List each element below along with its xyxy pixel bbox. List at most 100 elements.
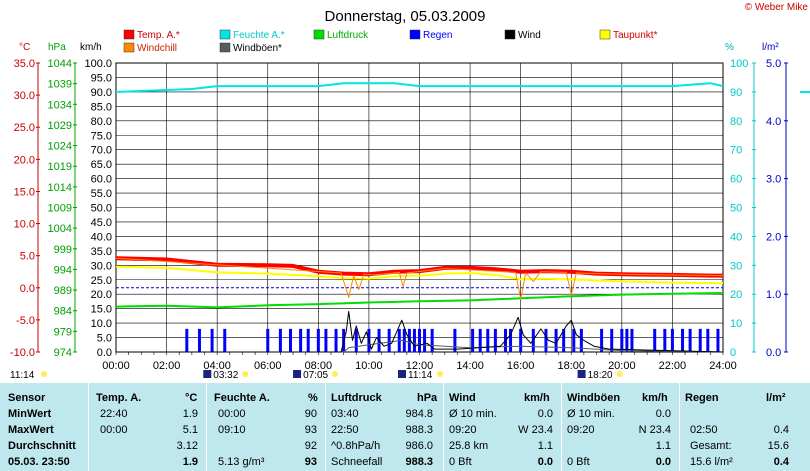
stats-cell-rain-t: 02:50 xyxy=(690,424,718,436)
y-tick-label-rain: 3.0 xyxy=(766,174,781,186)
marker-icon xyxy=(577,370,586,378)
legend-label: Temp. A.* xyxy=(137,30,180,41)
rain-bar xyxy=(698,328,702,352)
y-tick-label-pressure: 999 xyxy=(54,244,72,256)
rain-bar xyxy=(471,328,475,352)
y-tick-label-rain: 1.0 xyxy=(766,289,781,301)
y-tick-label-rain: 2.0 xyxy=(766,231,781,243)
stats-cell-temp-v: 1.9 xyxy=(182,408,198,420)
y-tick-label-wind: 45.0 xyxy=(91,217,112,229)
x-tick-label: 24:00 xyxy=(709,360,737,372)
y-tick-label-temp: 5.0 xyxy=(20,251,35,263)
stats-header-rain-unit: l/m² xyxy=(766,392,786,404)
y-tick-label-pressure: 1039 xyxy=(48,79,72,91)
rain-bar xyxy=(289,328,293,352)
legend-label: Wind xyxy=(518,30,541,41)
rain-bar xyxy=(519,328,523,352)
stats-cell-hum-t: 09:10 xyxy=(218,424,246,436)
stats-cell-hum-v: 93 xyxy=(304,424,317,436)
rain-bar xyxy=(681,328,685,352)
y-tick-label-wind: 85.0 xyxy=(91,101,112,113)
series-line xyxy=(115,82,724,93)
y-tick-label-humidity: 30 xyxy=(730,260,742,272)
legend-swatch xyxy=(409,29,421,40)
legend-label: Taupunkt* xyxy=(613,30,658,41)
rain-bar xyxy=(572,328,576,352)
y-tick-label-humidity: 10 xyxy=(730,318,742,330)
stats-cell-gust-t: Ø 10 min. xyxy=(567,408,615,420)
stats-cell-wind-v: 0.0 xyxy=(537,456,553,468)
legend-swatch xyxy=(219,42,231,53)
rain-bar xyxy=(334,328,338,352)
marker-label: 18:20 xyxy=(588,370,613,381)
stats-panel: Sensor Temp. A. °C Feuchte A. % Luftdruc… xyxy=(0,383,810,471)
y-tick-label-humidity: 0 xyxy=(730,347,736,359)
marker-label: 11:14 xyxy=(10,370,35,381)
stats-cell-press-t: ^0.8hPa/h xyxy=(331,440,381,452)
rain-bar xyxy=(706,328,710,352)
rain-bar xyxy=(625,328,629,352)
x-tick-label: 10:00 xyxy=(355,360,383,372)
y-tick-label-humidity: 90 xyxy=(730,87,742,99)
stats-cell-gust-v: 0.0 xyxy=(655,456,671,468)
rain-bar xyxy=(402,328,406,352)
y-tick-label-humidity: 80 xyxy=(730,116,742,128)
y-tick-label-pressure: 1019 xyxy=(48,161,72,173)
y-tick-label-wind: 5.0 xyxy=(97,333,112,345)
rain-bar xyxy=(316,328,320,352)
axis-unit-wind: km/h xyxy=(80,42,102,53)
legend-swatch xyxy=(219,29,231,40)
stats-cell-hum-t: 5.13 g/m³ xyxy=(218,456,265,468)
y-tick-label-wind: 25.0 xyxy=(91,275,112,287)
y-tick-label-humidity: 60 xyxy=(730,174,742,186)
stats-cell-temp-v: 1.9 xyxy=(182,456,198,468)
y-tick-label-temp: 10.0 xyxy=(14,219,35,231)
stats-header-humidity-unit: % xyxy=(308,392,318,404)
x-tick-label: 16:00 xyxy=(507,360,535,372)
rain-bar xyxy=(509,328,513,352)
rain-bar xyxy=(716,328,720,352)
rain-bar xyxy=(266,328,270,352)
x-tick-label: 12:00 xyxy=(406,360,434,372)
credit-label: © Weber Mike xyxy=(744,2,808,13)
rain-bar xyxy=(299,328,303,352)
axis-unit-rain: l/m² xyxy=(762,42,779,53)
y-tick-label-pressure: 1014 xyxy=(48,182,72,194)
y-tick-label-temp: 30.0 xyxy=(14,90,35,102)
y-tick-label-wind: 60.0 xyxy=(91,174,112,186)
rain-bar xyxy=(579,328,583,352)
stats-header-pressure-unit: hPa xyxy=(417,392,438,404)
axis-unit-humidity: % xyxy=(725,42,734,53)
legend-label: Windböen* xyxy=(233,43,282,54)
stats-cell-hum-t: 00:00 xyxy=(218,408,246,420)
rain-bar xyxy=(478,328,482,352)
legend-label: Luftdruck xyxy=(327,30,369,41)
rain-bar xyxy=(412,328,416,352)
marker-icon xyxy=(398,370,407,378)
sun-marker-icon xyxy=(616,371,623,377)
stats-cell-hum-v: 93 xyxy=(304,456,317,468)
rain-bar xyxy=(197,328,201,352)
rain-bar xyxy=(324,328,328,352)
y-tick-label-wind: 70.0 xyxy=(91,145,112,157)
y-tick-label-wind: 20.0 xyxy=(91,289,112,301)
rain-bar xyxy=(278,328,282,352)
y-tick-label-temp: -5.0 xyxy=(16,315,35,327)
rain-bar xyxy=(670,328,674,352)
stats-cell-label: MinWert xyxy=(8,408,52,420)
column-divider xyxy=(679,383,680,471)
legend-label: Windchill xyxy=(137,43,177,54)
rain-bar xyxy=(418,328,421,352)
y-tick-label-humidity: 50 xyxy=(730,203,742,215)
stats-cell-gust-t: 0 Bft xyxy=(567,456,590,468)
stats-cell-press-v: 984.8 xyxy=(405,408,433,420)
y-tick-label-wind: 40.0 xyxy=(91,231,112,243)
y-tick-label-temp: 35.0 xyxy=(14,58,35,70)
weather-chart: Donnerstag, 05.03.2009 Temp. A.* Feuchte A… xyxy=(10,8,810,381)
marker-label: 07:05 xyxy=(303,370,328,381)
stats-cell-hum-v: 92 xyxy=(304,440,317,452)
stats-cell-wind-t: 25.8 km xyxy=(449,440,489,452)
column-divider xyxy=(206,383,207,471)
sun-marker-icon xyxy=(242,371,249,377)
stats-cell-press-v: 988.3 xyxy=(405,424,433,436)
